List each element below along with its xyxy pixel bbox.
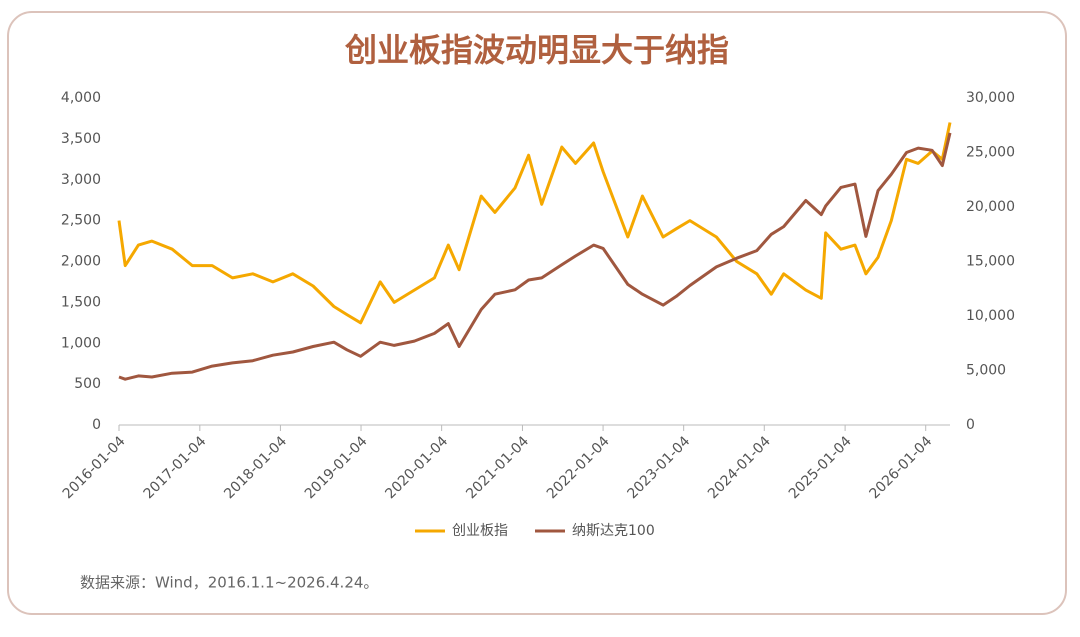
series-line	[118, 132, 952, 381]
y2-tick-label: 25,000	[966, 145, 1015, 161]
y-tick-label: 1,000	[61, 335, 101, 351]
y-tick-label: 2,500	[61, 213, 101, 229]
y2-tick-label: 5,000	[966, 363, 1006, 379]
chart-title: 创业板指波动明显大于纳指	[344, 31, 729, 69]
series-line	[117, 122, 952, 325]
frame	[7, 11, 1067, 615]
y-tick-label: 0	[92, 417, 101, 433]
legend-label: 纳斯达克100	[572, 523, 655, 539]
y-tick-label: 4,000	[61, 90, 101, 106]
y-tick-label: 2,000	[61, 254, 101, 270]
y-tick-label: 3,000	[61, 172, 101, 188]
y-tick-label: 500	[74, 376, 101, 392]
y2-tick-label: 10,000	[966, 308, 1015, 324]
y2-tick-label: 20,000	[966, 199, 1015, 215]
legend-label: 创业板指	[452, 523, 508, 539]
y-tick-label: 1,500	[61, 294, 101, 310]
y2-tick-label: 15,000	[966, 254, 1015, 270]
source-note: 数据来源：Wind，2016.1.1~2026.4.24。	[80, 574, 378, 592]
y-tick-label: 3,500	[61, 131, 101, 147]
y2-tick-label: 0	[966, 417, 975, 433]
y2-tick-label: 30,000	[966, 90, 1015, 106]
